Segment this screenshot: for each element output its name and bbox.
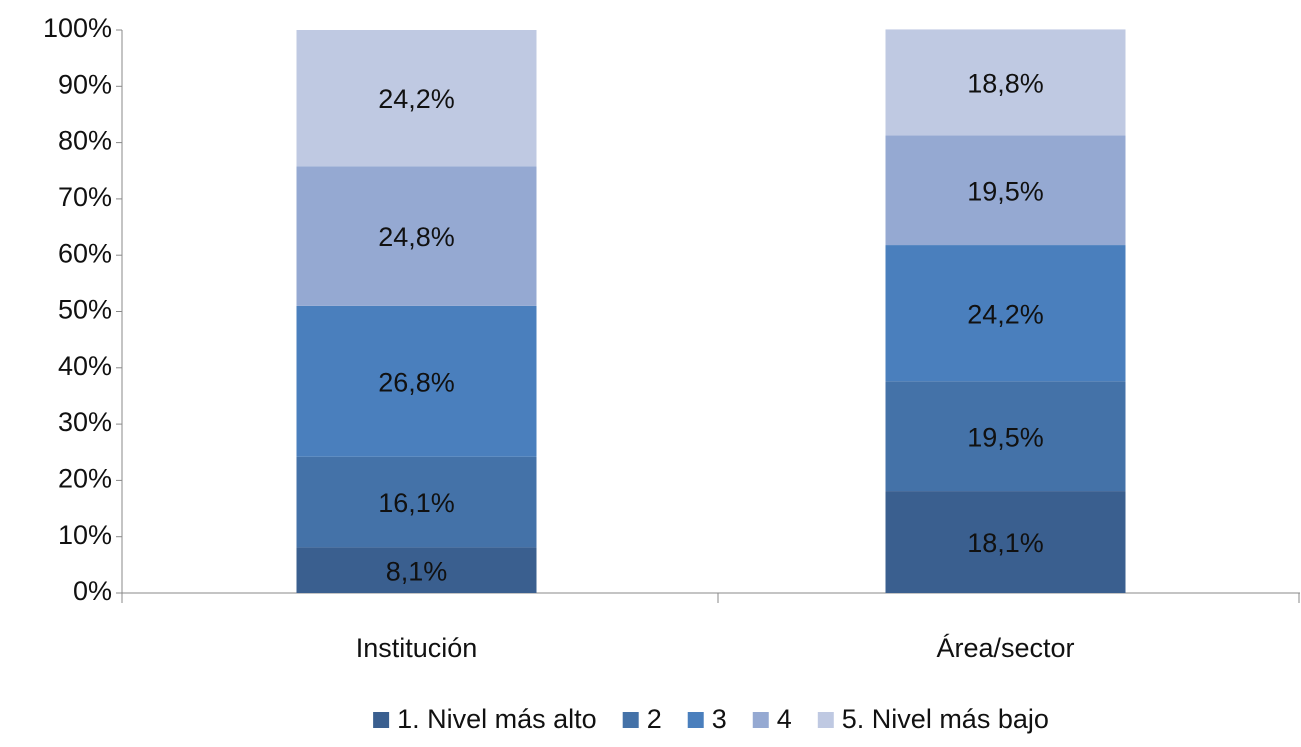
y-tick-label: 10% <box>58 520 112 550</box>
bar-segment <box>885 245 1126 382</box>
x-tick-label: Área/sector <box>936 633 1074 663</box>
bar-segment <box>296 547 537 593</box>
legend-label: 4 <box>777 704 792 734</box>
legend-swatch <box>687 712 704 728</box>
legend-swatch <box>752 712 769 728</box>
y-tick-label: 100% <box>43 13 112 43</box>
bar-segment <box>296 305 537 457</box>
data-label: 24,2% <box>378 84 455 114</box>
y-tick-label: 20% <box>58 464 112 494</box>
bar-segment <box>885 29 1126 136</box>
legend-swatch <box>622 712 639 728</box>
legend-label: 3 <box>712 704 727 734</box>
data-label: 26,8% <box>378 367 455 397</box>
legend-label: 5. Nivel más bajo <box>842 704 1049 734</box>
legend-label: 1. Nivel más alto <box>397 704 597 734</box>
y-tick-label: 0% <box>73 576 112 606</box>
bar-segment <box>885 491 1126 593</box>
y-tick-label: 90% <box>58 69 112 99</box>
bar-segment <box>885 381 1126 492</box>
data-label: 19,5% <box>967 422 1044 452</box>
bar-segment <box>296 30 537 167</box>
y-tick-label: 80% <box>58 126 112 156</box>
y-tick-label: 30% <box>58 407 112 437</box>
legend-swatch <box>817 712 834 728</box>
y-tick-label: 60% <box>58 238 112 268</box>
data-label: 16,1% <box>378 488 455 518</box>
data-label: 8,1% <box>386 556 448 586</box>
data-label: 18,8% <box>967 68 1044 98</box>
data-label: 19,5% <box>967 176 1044 206</box>
bar-segment <box>885 135 1126 246</box>
y-tick-label: 70% <box>58 182 112 212</box>
legend-label: 2 <box>647 704 662 734</box>
data-label: 18,1% <box>967 528 1044 558</box>
data-label: 24,8% <box>378 222 455 252</box>
x-tick-label: Institución <box>356 633 478 663</box>
y-tick-label: 50% <box>58 295 112 325</box>
y-tick-label: 40% <box>58 351 112 381</box>
legend-swatch <box>373 712 390 728</box>
bar-segment <box>296 456 537 548</box>
data-label: 24,2% <box>967 299 1044 329</box>
bar-segment <box>296 166 537 306</box>
